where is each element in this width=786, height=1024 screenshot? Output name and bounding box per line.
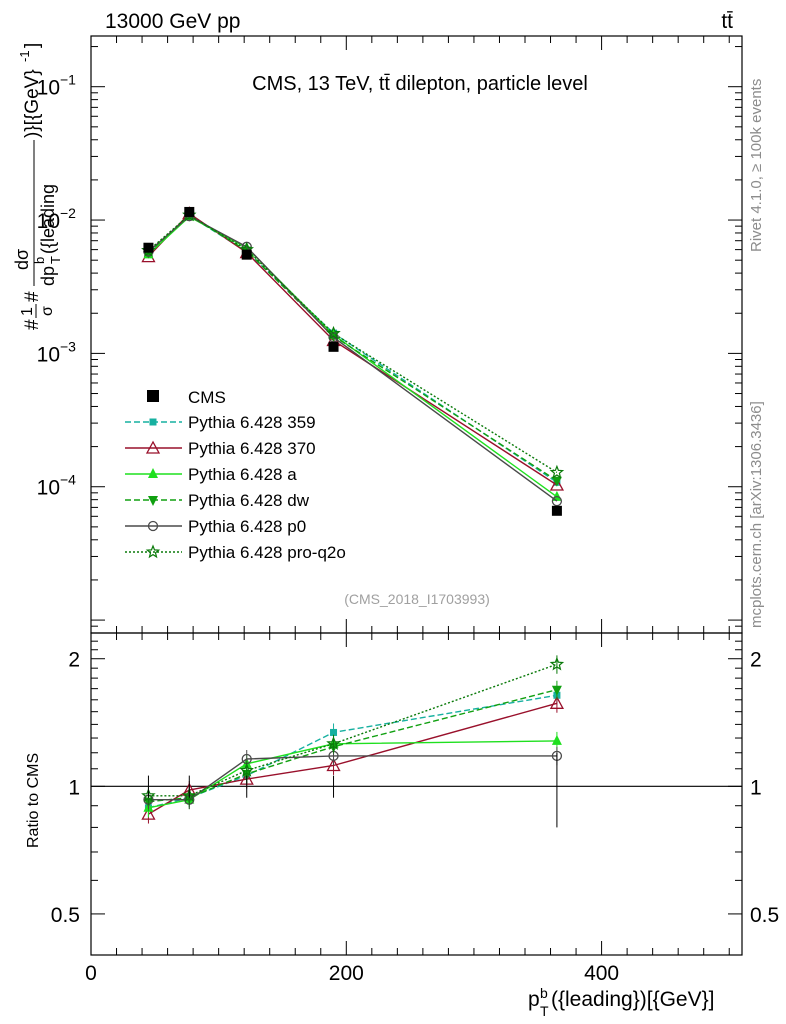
ratio-point: [551, 734, 562, 745]
svg-text:#: #: [22, 319, 43, 330]
legend-label-1: Pythia 6.428 370: [188, 439, 316, 458]
series-point: [549, 477, 565, 491]
svg-text:]: ]: [22, 43, 43, 48]
svg-text:({leading: ({leading: [38, 184, 58, 254]
svg-text:)}[{GeV}: )}[{GeV}: [22, 69, 43, 138]
ratio-tick-label: 0.5: [51, 904, 80, 927]
ratio-tick-label-right: 1: [750, 776, 762, 799]
y-tick-exponent: −2: [60, 205, 76, 221]
svg-text:σ: σ: [39, 306, 56, 316]
svg-text:-1: -1: [17, 50, 32, 62]
ratio-series-line-0: [148, 694, 558, 809]
y-tick-exponent: −1: [60, 72, 76, 88]
data-point: [551, 505, 562, 516]
ratio-series-line-2: [148, 740, 557, 809]
svg-text:1: 1: [19, 307, 36, 316]
ratio-tick-label: 2: [68, 649, 80, 672]
header-right: tt̄: [721, 10, 733, 33]
legend-label-3: Pythia 6.428 dw: [188, 491, 310, 510]
data-point: [143, 242, 154, 253]
ratio-point: [239, 762, 254, 777]
ratio-point: [326, 758, 341, 772]
series-line-5: [147, 214, 558, 473]
svg-text:dσ: dσ: [12, 249, 32, 270]
mcplots-url-text: mcplots.cern.ch [arXiv:1306.3436]: [748, 401, 765, 628]
x-axis-label: p b T ({leading})[{GeV}]: [528, 985, 714, 1019]
ratio-y-axis-label: Ratio to CMS: [25, 753, 42, 848]
legend-label-data: CMS: [188, 388, 226, 407]
ratio-series-line-4: [148, 755, 557, 801]
series-line-4: [147, 215, 558, 502]
legend-marker-data: [147, 390, 159, 402]
analysis-id-label: (CMS_2018_I1703993): [344, 591, 490, 607]
ratio-point: [326, 736, 341, 750]
legend-marker-3: [148, 496, 158, 506]
series-point: [551, 476, 562, 487]
x-tick-label: 400: [584, 962, 619, 985]
y-tick-exponent: −4: [60, 472, 76, 488]
svg-text:b: b: [540, 985, 548, 1001]
y-tick-label: 10: [37, 210, 60, 233]
y-tick-exponent: −3: [60, 338, 76, 354]
y-tick-label: 10: [37, 343, 60, 366]
svg-text:({leading})[{GeV}]: ({leading})[{GeV}]: [551, 988, 714, 1011]
legend-label-4: Pythia 6.428 p0: [188, 517, 306, 536]
y-tick-label: 10: [37, 477, 60, 500]
legend: CMS Pythia 6.428 359 Pythia 6.428 370 Pythi…: [125, 388, 346, 562]
rivet-version-text: Rivet 4.1.0, ≥ 100k events: [748, 79, 765, 252]
x-tick-label: 200: [329, 962, 364, 985]
svg-text:#: #: [22, 291, 43, 302]
ratio-tick-label: 1: [68, 776, 80, 799]
ratio-point: [141, 806, 156, 820]
legend-label-5: Pythia 6.428 pro-q2o: [188, 543, 346, 562]
series-point: [326, 325, 341, 340]
legend-marker-1: [145, 440, 161, 454]
svg-text:b: b: [32, 257, 47, 264]
x-tick-label: 0: [85, 962, 97, 985]
data-point: [241, 249, 252, 260]
data-point: [184, 206, 195, 217]
series-point: [551, 495, 563, 507]
legend-marker-5: [145, 544, 161, 559]
ratio-point: [182, 788, 197, 802]
ratio-point: [549, 695, 565, 709]
ratio-series-line-5: [148, 663, 558, 797]
svg-text:p: p: [528, 988, 540, 1011]
legend-label-2: Pythia 6.428 a: [188, 465, 297, 484]
header-left: 13000 GeV pp: [105, 10, 240, 33]
ratio-tick-label-right: 0.5: [750, 904, 779, 927]
ratio-plot-frame: [90, 632, 743, 956]
ratio-point: [330, 728, 338, 736]
ratio-tick-label-right: 2: [750, 649, 762, 672]
data-marks-group: [141, 206, 565, 828]
plot-title: CMS, 13 TeV, tt̄ dilepton, particle leve…: [252, 73, 588, 95]
data-point: [328, 341, 339, 352]
series-point: [549, 464, 565, 479]
svg-text:T: T: [540, 1003, 549, 1019]
legend-label-0: Pythia 6.428 359: [188, 413, 316, 432]
y-axis-label: # 1 σ # dσ dp b T ({leading )}[{GeV} -1 …: [12, 43, 63, 330]
svg-text:T: T: [48, 256, 63, 264]
ratio-point: [549, 656, 565, 671]
series-point: [551, 490, 562, 501]
ratio-point: [141, 788, 156, 802]
ratio-series-line-1: [148, 702, 558, 815]
ratio-point: [551, 685, 562, 696]
y-tick-label: 10: [37, 77, 60, 100]
legend-marker-0: [149, 418, 157, 426]
legend-marker-2: [148, 468, 158, 478]
legend-marker-4: [147, 520, 159, 532]
svg-text:dp: dp: [38, 266, 58, 286]
